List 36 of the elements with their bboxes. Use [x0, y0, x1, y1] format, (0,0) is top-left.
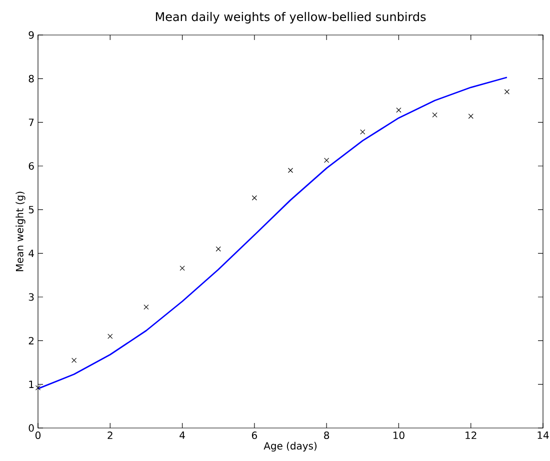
y-tick-label: 5 — [28, 206, 34, 214]
point — [252, 195, 257, 200]
y-tick-label: 8 — [28, 74, 34, 82]
chart-title: Mean daily weights of yellow-bellied sunbirds — [156, 12, 426, 24]
y-tick-label: 0 — [28, 424, 34, 432]
y-axis-title: Mean weight (g) — [16, 192, 26, 272]
point — [288, 168, 294, 173]
x-tick-label: 14 — [538, 432, 549, 439]
y-tick-label: 6 — [28, 162, 34, 170]
x-tick-label: 12 — [466, 432, 476, 439]
y-tick-label: 1 — [29, 380, 34, 388]
y-tick-label: 2 — [28, 336, 34, 344]
y-tick-label: 7 — [28, 118, 34, 126]
point — [396, 108, 402, 113]
x-tick-label: 0 — [35, 432, 41, 440]
x-tick-label: 6 — [252, 432, 257, 440]
point — [108, 334, 113, 339]
point — [432, 112, 438, 118]
line-series — [37, 76, 508, 390]
point — [216, 246, 221, 252]
x-tick-label: 4 — [180, 432, 185, 439]
x-tick-label: 10 — [393, 432, 404, 440]
point — [468, 114, 474, 119]
point — [324, 158, 330, 163]
point — [72, 358, 77, 363]
x-tick-label: 2 — [108, 432, 112, 439]
point — [180, 266, 185, 271]
point — [35, 385, 41, 390]
y-tick-label: 3 — [28, 293, 34, 301]
y-tick-label: 4 — [28, 250, 34, 257]
x-axis-title: Age (days) — [264, 442, 317, 452]
point — [144, 304, 149, 310]
x-tick-label: 8 — [324, 432, 330, 440]
point — [360, 129, 366, 135]
y-tick-label: 9 — [28, 31, 34, 39]
point — [504, 89, 510, 94]
